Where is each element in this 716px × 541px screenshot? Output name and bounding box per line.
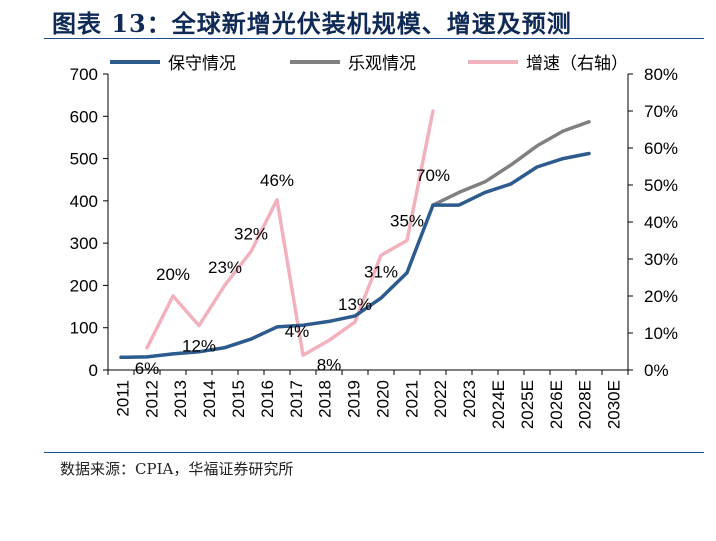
data-label: 4% <box>285 322 310 341</box>
x-tick-label: 2013 <box>171 380 190 418</box>
x-tick-label: 2022 <box>431 380 450 418</box>
data-label: 8% <box>317 355 342 374</box>
series-layer <box>119 109 591 360</box>
x-tick-label: 2028E <box>576 380 595 429</box>
y-right-tick-label: 40% <box>644 213 678 232</box>
series-line-1 <box>431 120 591 207</box>
data-label: 46% <box>260 171 294 190</box>
y-right-tick-label: 10% <box>644 324 678 343</box>
source-note: 数据来源：CPIA，华福证券研究所 <box>60 460 294 478</box>
x-tick-label: 2018 <box>316 380 335 418</box>
y-right-tick-label: 20% <box>644 287 678 306</box>
data-label: 6% <box>135 359 160 378</box>
data-label: 31% <box>364 262 398 281</box>
y-left-tick-label: 0 <box>89 361 98 380</box>
x-tick-label: 2019 <box>345 380 364 418</box>
y-axis-left: 0 100 200 300 400 500 600 700 <box>70 65 109 380</box>
y-left-tick-label: 500 <box>70 150 98 169</box>
data-label: 13% <box>338 295 372 314</box>
y-right-tick-label: 60% <box>644 139 678 158</box>
x-tick-label: 2015 <box>229 380 248 418</box>
legend: 保守情况 乐观情况 增速（右轴） <box>110 54 628 73</box>
y-left-tick-label: 100 <box>70 319 98 338</box>
figure-title: 图表 13：全球新增光伏装机规模、增速及预测 <box>52 9 572 38</box>
y-right-tick-label: 50% <box>644 176 678 195</box>
y-left-tick-label: 200 <box>70 276 98 295</box>
x-tick-label: 2020 <box>373 380 392 418</box>
x-tick-label: 2011 <box>113 380 132 417</box>
source-divider <box>44 452 704 453</box>
x-tick-label: 2012 <box>142 380 161 418</box>
data-label: 12% <box>182 337 216 356</box>
y-right-tick-label: 80% <box>644 65 678 84</box>
y-left-tick-label: 600 <box>70 107 98 126</box>
x-tick-label: 2014 <box>200 380 219 418</box>
data-labels: 6% 20% 12% 23% 32% 46% 4% 8% 13% 31% 35% 70% <box>135 166 450 378</box>
x-tick-label: 2030E <box>605 380 624 429</box>
y-left-tick-label: 700 <box>70 65 98 84</box>
legend-label-1: 乐观情况 <box>348 54 416 73</box>
data-label: 23% <box>208 258 242 277</box>
data-label: 20% <box>156 265 190 284</box>
data-label: 70% <box>416 166 450 185</box>
y-right-tick-label: 30% <box>644 250 678 269</box>
data-label: 32% <box>234 225 268 244</box>
title-divider <box>44 38 704 39</box>
x-tick-label: 2026E <box>547 380 566 429</box>
x-tick-label: 2016 <box>258 380 277 418</box>
x-axis: 2011 2012 2013 2014 2015 2016 2017 2018 2019 2020… <box>107 369 629 429</box>
y-right-tick-label: 70% <box>644 102 678 121</box>
x-tick-label: 2017 <box>287 380 306 418</box>
x-tick-label: 2025E <box>518 380 537 429</box>
legend-label-2: 增速（右轴） <box>526 54 628 73</box>
legend-label-0: 保守情况 <box>168 54 236 73</box>
data-label: 35% <box>390 212 424 231</box>
y-left-tick-label: 400 <box>70 192 98 211</box>
x-tick-label: 2021 <box>402 380 421 418</box>
y-axis-right: 0% 10% 20% 30% 40% 50% 60% 70% 80% <box>627 65 678 380</box>
x-tick-label: 2023 <box>460 380 479 418</box>
y-left-tick-label: 300 <box>70 234 98 253</box>
series-line-0 <box>119 151 591 360</box>
series-line-2 <box>145 109 435 357</box>
y-right-tick-label: 0% <box>644 361 669 380</box>
line-chart: 0 100 200 300 400 500 600 700 0% 10% 20% 30% 40% 50%… <box>70 54 678 429</box>
x-tick-label: 2024E <box>489 380 508 429</box>
